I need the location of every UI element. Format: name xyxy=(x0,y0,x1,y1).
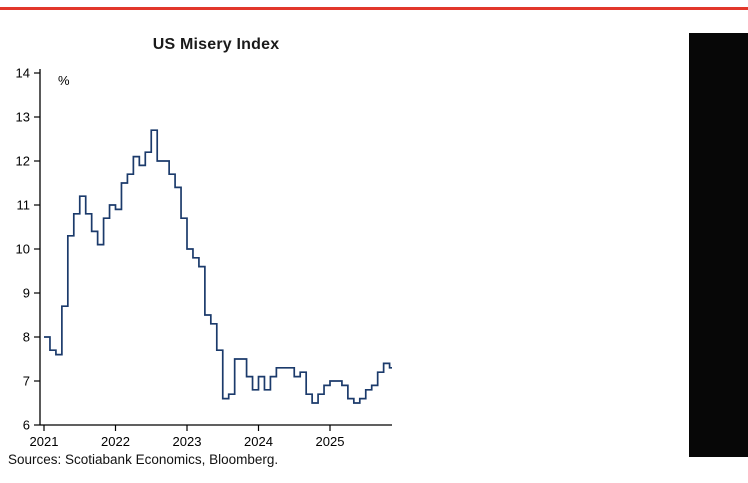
x-tick-label: 2023 xyxy=(173,434,202,449)
y-tick-label: 14 xyxy=(16,66,30,81)
chart-title: US Misery Index xyxy=(152,36,280,53)
x-tick-label: 2021 xyxy=(30,434,59,449)
y-tick-label: 9 xyxy=(23,286,30,301)
y-tick-label: 12 xyxy=(16,154,30,169)
y-tick-label: 6 xyxy=(23,418,30,433)
x-tick-label: 2025 xyxy=(316,434,345,449)
y-tick-label: 11 xyxy=(17,198,31,213)
sources-note: Sources: Scotiabank Economics, Bloomberg… xyxy=(8,452,279,467)
x-tick-label: 2024 xyxy=(244,434,273,449)
misery-index-chart: US Misery Index 14 13 12 11 10 9 8 7 6 2021 2022 20… xyxy=(0,20,690,483)
y-tick-label: 10 xyxy=(16,242,30,257)
y-tick-label: 13 xyxy=(16,110,30,125)
y-tick-label: 7 xyxy=(23,374,30,389)
y-tick-label: 8 xyxy=(23,330,30,345)
misery-index-line xyxy=(44,129,392,404)
x-tick-label: 2022 xyxy=(101,434,130,449)
y-axis-unit-label: % xyxy=(58,73,70,88)
adjacent-dark-panel xyxy=(689,33,748,457)
top-accent-bar xyxy=(0,7,748,10)
